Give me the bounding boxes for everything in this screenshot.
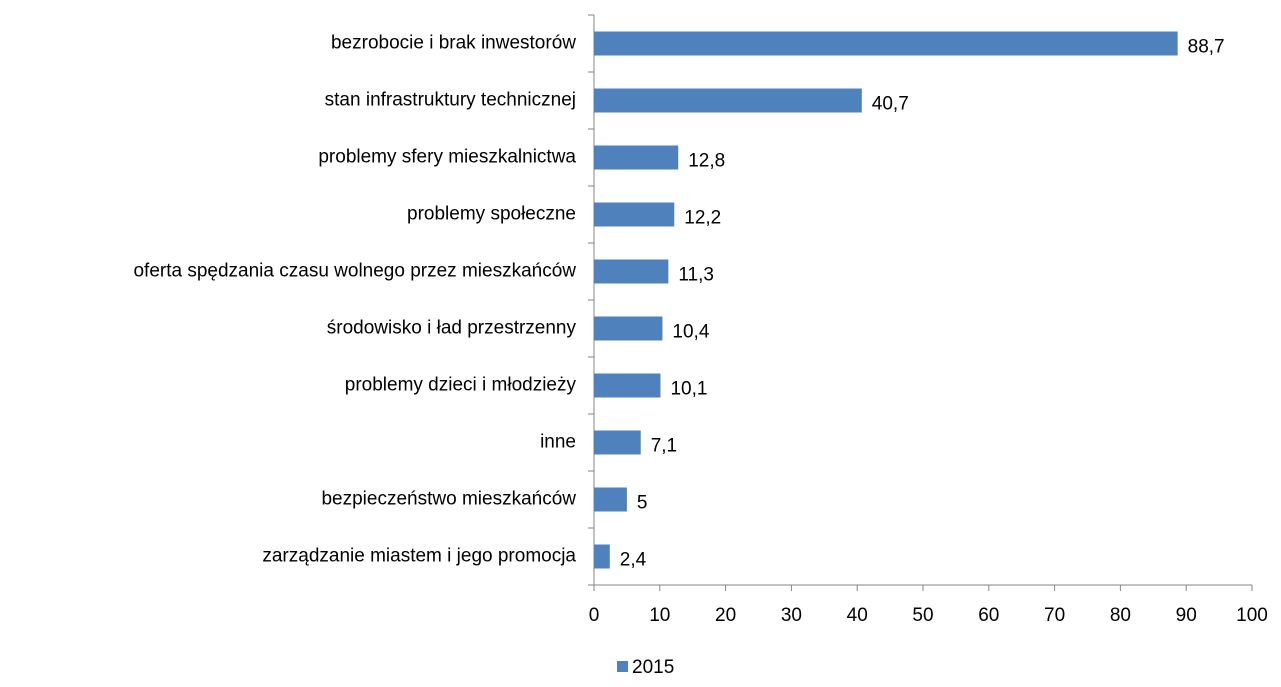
y-tick-label: zarządzanie miastem i jego promocja — [262, 546, 576, 567]
y-tick-label: stan infrastruktury technicznej — [325, 90, 576, 111]
y-tick-label: inne — [540, 432, 576, 453]
data-label: 12,8 — [688, 151, 725, 172]
data-label: 12,2 — [684, 208, 721, 229]
x-tick-label: 70 — [1044, 605, 1065, 626]
bar — [594, 487, 627, 512]
x-tick-label: 90 — [1176, 605, 1197, 626]
y-tick-label: problemy sfery mieszkalnictwa — [318, 147, 576, 168]
y-tick-label: bezrobocie i brak inwestorów — [331, 33, 576, 54]
bar — [594, 31, 1178, 56]
legend-swatch — [617, 661, 628, 672]
bar — [594, 145, 679, 170]
x-tick-label: 60 — [978, 605, 999, 626]
data-label: 11,3 — [678, 265, 714, 286]
bar — [594, 316, 663, 341]
data-label: 5 — [637, 493, 648, 514]
bar — [594, 259, 669, 284]
data-label: 88,7 — [1188, 37, 1225, 58]
bar — [594, 544, 610, 569]
x-tick-label: 20 — [715, 605, 736, 626]
y-tick-label: środowisko i ład przestrzenny — [327, 318, 577, 339]
x-tick-label: 0 — [589, 605, 600, 626]
data-label: 7,1 — [651, 436, 677, 457]
x-tick-label: 30 — [781, 605, 802, 626]
x-tick-label: 100 — [1236, 605, 1268, 626]
x-tick-label: 40 — [847, 605, 868, 626]
y-tick-label: problemy dzieci i młodzieży — [345, 375, 577, 396]
bar — [594, 88, 862, 113]
x-tick-label: 10 — [649, 605, 670, 626]
data-label: 2,4 — [620, 550, 647, 571]
bar — [594, 202, 675, 227]
x-tick-label: 50 — [912, 605, 933, 626]
bar — [594, 373, 661, 398]
data-label: 40,7 — [872, 94, 909, 115]
bar — [594, 430, 641, 455]
y-tick-label: bezpieczeństwo mieszkańców — [321, 489, 576, 510]
x-tick-label: 80 — [1110, 605, 1131, 626]
y-tick-label: problemy społeczne — [407, 204, 576, 225]
data-label: 10,1 — [670, 379, 707, 400]
y-tick-label: oferta spędzania czasu wolnego przez mie… — [133, 261, 576, 282]
data-label: 10,4 — [672, 322, 709, 343]
legend-label: 2015 — [632, 657, 674, 678]
